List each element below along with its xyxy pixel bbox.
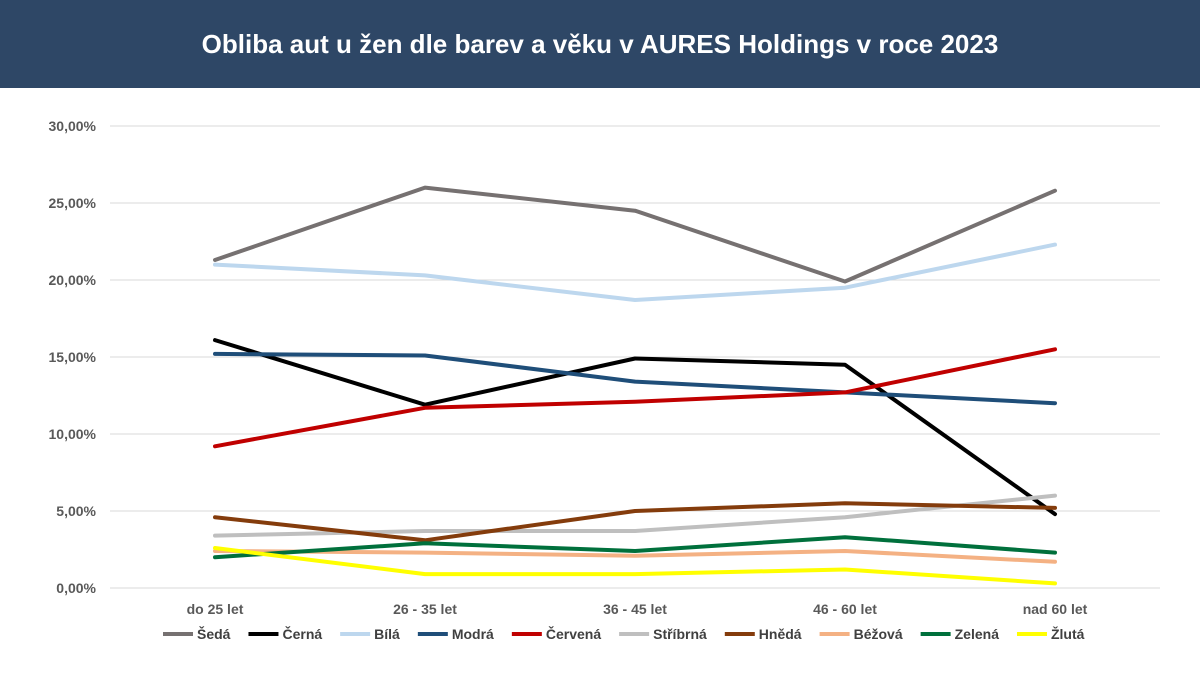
x-tick-label: do 25 let xyxy=(187,601,244,617)
legend-label: Modrá xyxy=(452,626,494,642)
x-axis: do 25 let 26 - 35 let 36 - 45 let 46 - 60 l… xyxy=(187,601,1088,617)
legend-label: Černá xyxy=(282,625,322,642)
title-bar: Obliba aut u žen dle barev a věku v AURE… xyxy=(0,0,1200,88)
legend-item: Bílá xyxy=(340,626,400,642)
series-line-7 xyxy=(213,549,1057,564)
legend-item: Modrá xyxy=(417,626,494,642)
legend-label: Hnědá xyxy=(759,626,802,642)
legend-item: Červená xyxy=(511,625,601,642)
series-lines xyxy=(213,185,1057,586)
y-tick-label: 20,00% xyxy=(49,272,97,288)
line-chart: 0,00% 5,00% 10,00% 15,00% 20,00% 25,00% 30,00%… xyxy=(49,118,1160,642)
x-tick-label: 46 - 60 let xyxy=(813,601,877,617)
x-tick-label: nad 60 let xyxy=(1023,601,1088,617)
legend-label: Béžová xyxy=(854,626,903,642)
legend-label: Žlutá xyxy=(1051,625,1085,642)
legend-label: Zelená xyxy=(955,626,1000,642)
y-tick-label: 0,00% xyxy=(56,580,96,596)
x-tick-label: 26 - 35 let xyxy=(393,601,457,617)
series-line-1 xyxy=(213,338,1057,517)
chart-title: Obliba aut u žen dle barev a věku v AURE… xyxy=(201,28,999,59)
legend-label: Červená xyxy=(546,625,601,642)
legend-item: Béžová xyxy=(819,626,903,642)
x-tick-label: 36 - 45 let xyxy=(603,601,667,617)
series-line-3 xyxy=(213,351,1057,406)
y-tick-label: 25,00% xyxy=(49,195,97,211)
legend-item: Černá xyxy=(248,625,322,642)
series-line-6 xyxy=(213,501,1057,543)
series-line-4 xyxy=(213,347,1057,449)
series-line-2 xyxy=(213,242,1057,302)
y-tick-label: 5,00% xyxy=(56,503,96,519)
y-tick-label: 30,00% xyxy=(49,118,97,134)
y-tick-label: 10,00% xyxy=(49,426,97,442)
legend-item: Hnědá xyxy=(724,626,802,642)
y-tick-label: 15,00% xyxy=(49,349,97,365)
legend-label: Stříbrná xyxy=(653,626,707,642)
series-line-0 xyxy=(213,185,1057,284)
legend-item: Žlutá xyxy=(1016,625,1085,642)
y-axis: 0,00% 5,00% 10,00% 15,00% 20,00% 25,00% 30,00% xyxy=(49,118,97,596)
series-line-8 xyxy=(213,535,1057,560)
series-line-9 xyxy=(213,546,1057,586)
legend-label: Šedá xyxy=(197,625,231,642)
legend-item: Stříbrná xyxy=(619,626,707,642)
legend-label: Bílá xyxy=(374,626,400,642)
legend-item: Zelená xyxy=(920,626,1000,642)
legend-item: Šedá xyxy=(163,625,231,642)
legend: Šedá Černá Bílá Modrá Červená Stříbrná Hnědá Bé… xyxy=(163,625,1085,642)
